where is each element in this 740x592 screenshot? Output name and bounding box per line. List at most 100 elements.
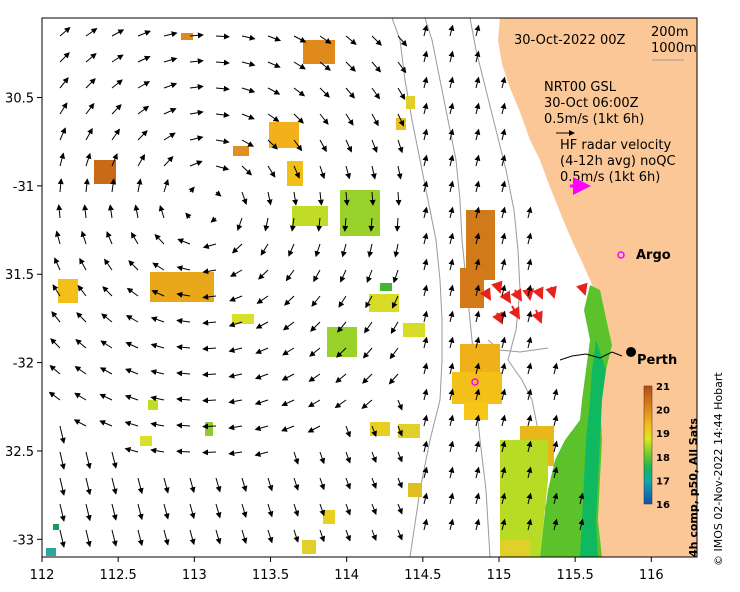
current-arrow bbox=[393, 243, 400, 258]
current-arrow bbox=[422, 258, 429, 271]
current-arrow bbox=[255, 321, 269, 329]
x-tick-label: 114 bbox=[334, 568, 359, 583]
current-arrow bbox=[267, 477, 274, 492]
current-arrow bbox=[176, 396, 191, 403]
current-arrow bbox=[85, 451, 92, 470]
current-arrow bbox=[397, 61, 407, 74]
current-arrow bbox=[267, 113, 280, 122]
current-arrow bbox=[371, 113, 379, 127]
current-arrow bbox=[397, 399, 403, 411]
current-arrow bbox=[364, 321, 373, 334]
radar-label-3: 0.5m/s (1kt 6h) bbox=[560, 170, 660, 185]
current-arrow bbox=[258, 269, 269, 280]
current-arrow bbox=[111, 153, 118, 167]
current-arrow bbox=[345, 35, 357, 45]
current-arrow bbox=[79, 257, 87, 271]
x-axis: 112 112.5 113 113.5 114 114.5 115 115.5 116 bbox=[30, 557, 664, 583]
current-arrow bbox=[267, 165, 276, 178]
current-arrow bbox=[104, 258, 113, 271]
current-arrow bbox=[342, 217, 349, 232]
current-arrow bbox=[74, 366, 87, 375]
current-arrow bbox=[254, 399, 269, 406]
current-arrow bbox=[163, 529, 170, 546]
current-arrow bbox=[314, 243, 321, 258]
current-arrow bbox=[106, 231, 113, 245]
x-tick-label: 116 bbox=[639, 568, 664, 583]
current-arrow bbox=[241, 529, 248, 544]
current-arrow bbox=[254, 451, 269, 457]
current-arrow bbox=[361, 399, 373, 410]
current-arrow bbox=[319, 87, 330, 98]
current-arrow bbox=[189, 58, 204, 65]
current-arrow bbox=[422, 362, 429, 375]
current-arrow bbox=[526, 388, 533, 401]
current-arrow bbox=[293, 61, 306, 70]
current-arrow bbox=[319, 477, 326, 491]
current-arrow bbox=[422, 492, 429, 505]
x-tick-label: 115.5 bbox=[557, 568, 594, 583]
current-arrow bbox=[448, 362, 455, 375]
current-arrow bbox=[52, 284, 61, 297]
nrt-label-3: 0.5m/s (1kt 6h) bbox=[544, 112, 644, 127]
current-arrow bbox=[100, 340, 113, 349]
current-arrow bbox=[151, 290, 165, 297]
current-arrow bbox=[343, 191, 350, 206]
current-arrow bbox=[59, 77, 69, 89]
current-arrow bbox=[500, 518, 507, 531]
current-arrow bbox=[50, 338, 61, 349]
current-arrow bbox=[422, 128, 429, 141]
current-arrow bbox=[448, 180, 455, 193]
current-arrow bbox=[59, 451, 66, 470]
current-arrow bbox=[422, 310, 429, 323]
current-arrow bbox=[366, 269, 373, 283]
current-arrow bbox=[241, 477, 248, 492]
current-arrow bbox=[578, 492, 585, 505]
current-arrow bbox=[85, 28, 98, 37]
current-arrow bbox=[49, 364, 61, 375]
current-arrow bbox=[282, 321, 295, 331]
current-arrow bbox=[215, 138, 230, 145]
current-arrow bbox=[345, 165, 351, 180]
current-arrow bbox=[150, 395, 165, 402]
current-arrow bbox=[210, 216, 218, 223]
bathy-legend-200: 200m bbox=[651, 25, 688, 40]
current-arrow bbox=[371, 503, 377, 516]
current-arrow bbox=[59, 127, 66, 141]
current-arrow bbox=[526, 492, 533, 505]
current-arrow bbox=[163, 56, 178, 63]
current-arrow bbox=[189, 477, 196, 494]
current-arrow bbox=[474, 440, 481, 453]
colorbar bbox=[643, 385, 653, 505]
current-arrow bbox=[202, 345, 217, 352]
current-arrow bbox=[308, 399, 321, 408]
current-arrow bbox=[365, 295, 373, 309]
current-arrow bbox=[500, 414, 507, 427]
current-arrow bbox=[500, 284, 507, 297]
current-arrow bbox=[76, 312, 87, 323]
current-arrow bbox=[48, 391, 61, 401]
current-arrow bbox=[345, 425, 352, 438]
current-arrow bbox=[99, 420, 113, 427]
current-arrow bbox=[422, 50, 429, 63]
current-arrow bbox=[391, 295, 399, 309]
current-arrow bbox=[241, 139, 254, 147]
current-arrow bbox=[345, 503, 352, 516]
current-arrow bbox=[319, 113, 329, 125]
current-arrow bbox=[214, 190, 222, 197]
current-arrow bbox=[500, 128, 507, 141]
current-arrow bbox=[255, 347, 269, 354]
current-arrow bbox=[215, 59, 230, 66]
current-arrow bbox=[339, 269, 347, 283]
current-arrow bbox=[500, 232, 507, 245]
current-arrow bbox=[228, 424, 243, 431]
current-arrow bbox=[319, 61, 331, 71]
current-arrow bbox=[54, 257, 61, 271]
argo-float-marker-2 bbox=[471, 378, 479, 386]
current-arrow bbox=[526, 414, 533, 427]
current-arrow bbox=[176, 370, 191, 377]
colorbar-tick-label: 20 bbox=[656, 406, 670, 417]
current-arrow bbox=[260, 243, 269, 256]
current-arrow bbox=[335, 373, 347, 383]
current-arrow bbox=[422, 466, 429, 479]
